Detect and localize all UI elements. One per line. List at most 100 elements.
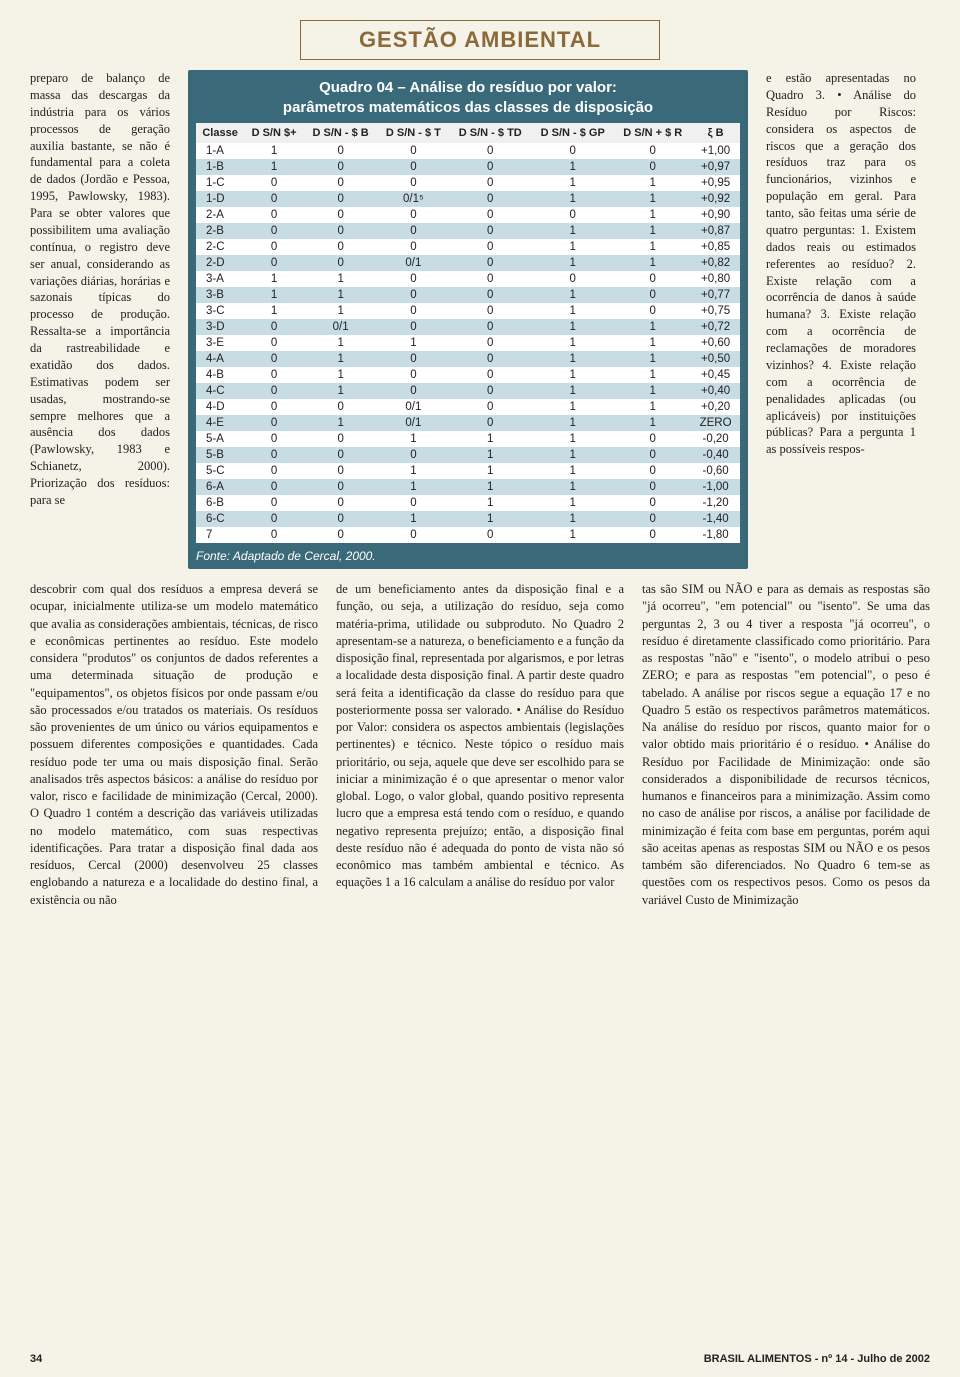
table-cell: 1 bbox=[531, 463, 614, 479]
table-cell: 0 bbox=[244, 415, 304, 431]
table-cell: +0,20 bbox=[691, 399, 740, 415]
table-cell: 0 bbox=[377, 271, 449, 287]
table-cell: 0 bbox=[449, 175, 531, 191]
table-cell: 0 bbox=[244, 367, 304, 383]
table-cell: 1 bbox=[614, 175, 691, 191]
table-header: Classe bbox=[196, 123, 244, 143]
table-cell: 0 bbox=[304, 511, 378, 527]
table-header: D S/N - $ GP bbox=[531, 123, 614, 143]
table-cell: 1 bbox=[244, 271, 304, 287]
table-cell: 0 bbox=[377, 303, 449, 319]
table-cell: 0 bbox=[244, 495, 304, 511]
table-cell: 0 bbox=[377, 447, 449, 463]
table-cell: 3-D bbox=[196, 319, 244, 335]
table-row: 4-C010011+0,40 bbox=[196, 383, 740, 399]
table-cell: 5-C bbox=[196, 463, 244, 479]
table-cell: 3-E bbox=[196, 335, 244, 351]
table-cell: 1 bbox=[304, 415, 378, 431]
table-cell: 1 bbox=[614, 383, 691, 399]
table-cell: 0 bbox=[304, 191, 378, 207]
lower-col-3: tas são SIM ou NÃO e para as demais as r… bbox=[642, 581, 930, 909]
table-cell: 0 bbox=[449, 255, 531, 271]
table-cell: 1 bbox=[449, 431, 531, 447]
table-cell: +0,95 bbox=[691, 175, 740, 191]
table-cell: 1 bbox=[377, 431, 449, 447]
table-cell: 0 bbox=[614, 159, 691, 175]
table-cell: -0,60 bbox=[691, 463, 740, 479]
table-cell: 2-B bbox=[196, 223, 244, 239]
table-cell: 0 bbox=[304, 223, 378, 239]
table-cell: 0/1 bbox=[304, 319, 378, 335]
table-cell: 0 bbox=[244, 383, 304, 399]
table-cell: +0,90 bbox=[691, 207, 740, 223]
table-cell: 0 bbox=[304, 255, 378, 271]
table-cell: 1 bbox=[244, 303, 304, 319]
table-cell: 1 bbox=[449, 495, 531, 511]
table-cell: 1 bbox=[531, 447, 614, 463]
table-cell: 0 bbox=[377, 159, 449, 175]
table-cell: 0 bbox=[449, 191, 531, 207]
table-cell: 0 bbox=[449, 351, 531, 367]
table-cell: 1 bbox=[531, 223, 614, 239]
table-cell: 0 bbox=[377, 287, 449, 303]
table-cell: 0 bbox=[614, 287, 691, 303]
page-number: 34 bbox=[30, 1353, 42, 1365]
table-cell: 1 bbox=[531, 527, 614, 543]
table-cell: 0 bbox=[304, 143, 378, 159]
table-cell: +0,40 bbox=[691, 383, 740, 399]
table-cell: 0 bbox=[449, 287, 531, 303]
table-cell: 6-B bbox=[196, 495, 244, 511]
table-cell: +0,77 bbox=[691, 287, 740, 303]
table-cell: 0 bbox=[531, 271, 614, 287]
table-cell: 0 bbox=[614, 447, 691, 463]
table-cell: 1 bbox=[531, 479, 614, 495]
table-cell: 0 bbox=[244, 351, 304, 367]
table-title-line2: parâmetros matemáticos das classes de di… bbox=[283, 99, 653, 116]
table-cell: 1 bbox=[614, 191, 691, 207]
table-cell: 0 bbox=[244, 239, 304, 255]
table-cell: 0/1⁵ bbox=[377, 191, 449, 207]
table-row: 2-B000011+0,87 bbox=[196, 223, 740, 239]
table-cell: 1-B bbox=[196, 159, 244, 175]
table-cell: 1 bbox=[531, 351, 614, 367]
section-header: GESTÃO AMBIENTAL bbox=[300, 20, 660, 60]
table-cell: 0 bbox=[377, 207, 449, 223]
table-cell: 1 bbox=[614, 351, 691, 367]
table-cell: 0 bbox=[244, 399, 304, 415]
table-cell: 0 bbox=[244, 511, 304, 527]
table-cell: 1 bbox=[531, 303, 614, 319]
table-row: 4-A010011+0,50 bbox=[196, 351, 740, 367]
table-row: 2-D000/1011+0,82 bbox=[196, 255, 740, 271]
table-cell: +0,60 bbox=[691, 335, 740, 351]
table-cell: +0,97 bbox=[691, 159, 740, 175]
table-cell: 1 bbox=[614, 319, 691, 335]
table-cell: 1 bbox=[449, 447, 531, 463]
table-cell: 0 bbox=[377, 527, 449, 543]
table-row: 7000010-1,80 bbox=[196, 527, 740, 543]
table-cell: 0 bbox=[244, 223, 304, 239]
table-row: 3-C110010+0,75 bbox=[196, 303, 740, 319]
table-header: D S/N - $ B bbox=[304, 123, 378, 143]
table-cell: 0 bbox=[449, 367, 531, 383]
table-cell: 0 bbox=[304, 431, 378, 447]
table-row: 1-D000/1⁵011+0,92 bbox=[196, 191, 740, 207]
table-cell: 0 bbox=[614, 479, 691, 495]
table-cell: 1-C bbox=[196, 175, 244, 191]
table-column: Quadro 04 – Análise do resíduo por valor… bbox=[188, 70, 748, 569]
publication-info: BRASIL ALIMENTOS - nº 14 - Julho de 2002 bbox=[704, 1353, 930, 1365]
table-cell: 1 bbox=[304, 351, 378, 367]
table-cell: 0 bbox=[377, 367, 449, 383]
table-cell: 1 bbox=[531, 239, 614, 255]
table-cell: 1 bbox=[304, 335, 378, 351]
table-cell: 0 bbox=[244, 207, 304, 223]
table-cell: +1,00 bbox=[691, 143, 740, 159]
table-cell: 5-A bbox=[196, 431, 244, 447]
table-cell: 1 bbox=[244, 287, 304, 303]
table-cell: 1 bbox=[244, 159, 304, 175]
table-cell: 0 bbox=[449, 271, 531, 287]
table-row: 2-A000001+0,90 bbox=[196, 207, 740, 223]
table-cell: 0 bbox=[304, 239, 378, 255]
table-cell: 1 bbox=[614, 399, 691, 415]
table-cell: 0 bbox=[449, 415, 531, 431]
table-cell: 0 bbox=[614, 495, 691, 511]
